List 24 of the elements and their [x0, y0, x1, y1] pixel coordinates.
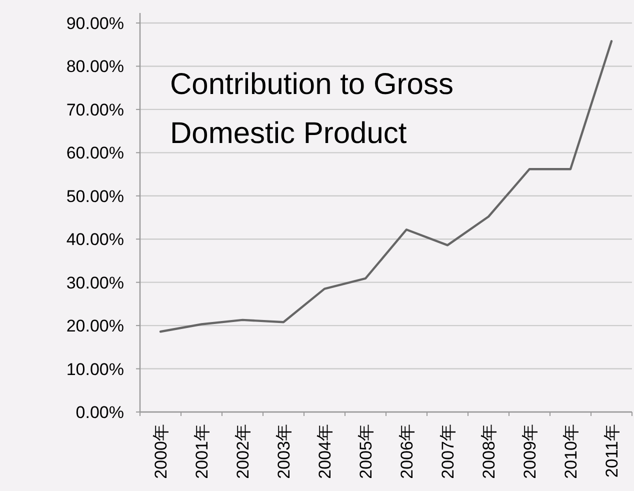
x-tick-label: 2006年 [398, 424, 416, 479]
y-tick-label: 30.00% [66, 273, 124, 292]
x-tick-label: 2003年 [274, 424, 294, 479]
y-tick-label: 70.00% [66, 100, 124, 120]
y-tick-label: 20.00% [66, 316, 124, 336]
y-tick-label: 0.00% [76, 403, 124, 422]
x-tick-label: 2011年 [602, 424, 622, 478]
x-tick-label: 2004年 [316, 424, 334, 479]
x-tick-label: 2007年 [438, 424, 458, 479]
x-tick-label: 2000年 [152, 424, 170, 479]
text: Contribution to Gross Domestic Product [170, 67, 454, 152]
y-tick-label: 40.00% [66, 230, 124, 250]
y-tick-label: 90.00% [66, 14, 124, 33]
x-tick-label: 2001年 [192, 424, 212, 479]
y-tick-label: 60.00% [66, 144, 124, 163]
y-tick-label: 50.00% [66, 186, 124, 206]
x-tick-label: 2002年 [234, 424, 252, 479]
line-series [159, 40, 613, 333]
x-tick-label: 2009年 [520, 424, 540, 479]
x-tick-label: 2005年 [356, 424, 376, 479]
x-tick-label: 2008年 [480, 424, 498, 479]
y-tick-label: 10.00% [66, 360, 124, 379]
x-tick-label: 2010年 [562, 424, 580, 479]
y-tick-label: 80.00% [66, 57, 124, 76]
